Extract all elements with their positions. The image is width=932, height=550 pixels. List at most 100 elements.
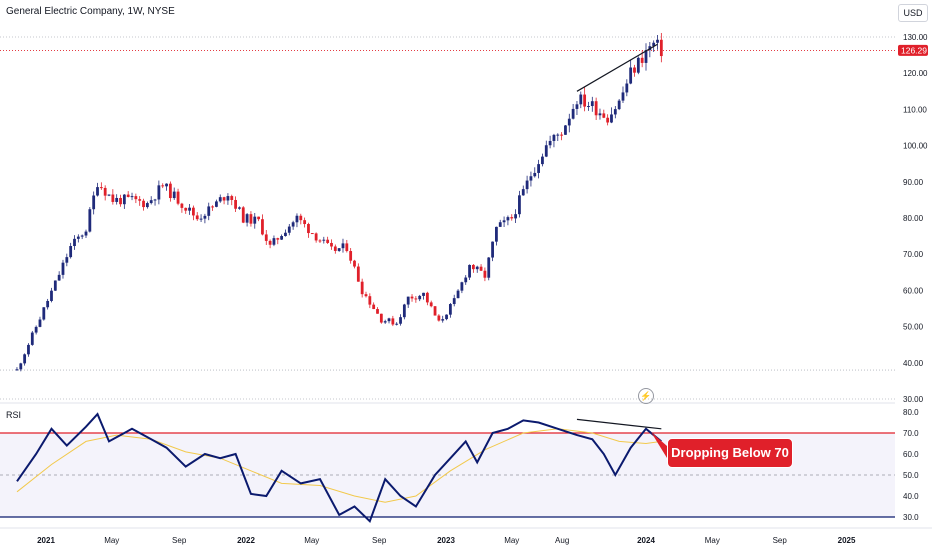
candle-body <box>410 296 414 299</box>
candle-body <box>195 215 199 220</box>
rsi-tick-label: 30.0 <box>903 513 919 522</box>
candle-body <box>399 317 402 324</box>
candle-body <box>27 344 30 355</box>
candle-body <box>61 262 65 275</box>
candle-body <box>379 313 383 323</box>
candle-body <box>502 220 506 223</box>
candle-body <box>126 194 130 197</box>
candle-body <box>230 196 234 200</box>
candle-body <box>19 363 23 370</box>
time-tick-label: May <box>705 536 720 545</box>
time-tick-label: Sep <box>172 536 187 545</box>
candle-body <box>625 83 629 93</box>
candle-body <box>188 207 191 211</box>
candle-body <box>587 106 590 108</box>
candle-body <box>422 292 425 296</box>
candle-body <box>537 164 541 173</box>
candle-body <box>460 282 464 291</box>
candle-body <box>111 194 115 202</box>
candle-body <box>590 101 594 107</box>
reference-lines <box>0 36 895 400</box>
candle-body <box>203 215 207 219</box>
candle-body <box>46 300 50 308</box>
candle-body <box>88 209 92 232</box>
candle-body <box>441 319 445 321</box>
candle-body <box>391 318 395 325</box>
candle-body <box>326 239 330 243</box>
price-tick-label: 100.00 <box>903 142 928 151</box>
candle-body <box>368 296 372 305</box>
candle-body <box>640 57 644 63</box>
price-tick-label: 120.00 <box>903 69 928 78</box>
time-tick-label: Sep <box>773 536 788 545</box>
lightning-icon[interactable]: ⚡ <box>638 388 654 404</box>
candle-body <box>521 189 525 196</box>
price-tick-label: 130.00 <box>903 33 928 42</box>
candle-body <box>226 196 230 201</box>
candle-body <box>644 50 648 63</box>
price-trendline <box>576 43 658 92</box>
candle-body <box>165 183 168 187</box>
time-tick-label: 2022 <box>237 536 255 545</box>
rsi-ma-line <box>16 428 662 503</box>
currency-button[interactable]: USD <box>898 4 928 22</box>
candle-body <box>633 67 636 73</box>
candle-body <box>42 307 46 320</box>
candle-body <box>157 185 161 200</box>
candle-body <box>184 207 188 211</box>
candle-body <box>487 257 491 278</box>
candle-body <box>333 246 337 251</box>
candle-body <box>238 207 241 209</box>
last-price-label: 126.29 <box>901 45 927 55</box>
candle-body <box>261 219 264 235</box>
rsi-tick-label: 50.0 <box>903 471 919 480</box>
candle-body <box>264 234 268 241</box>
time-tick-label: May <box>104 536 119 545</box>
candle-body <box>180 203 184 208</box>
candle-body <box>402 304 406 318</box>
chart-title: General Electric Company, 1W, NYSE <box>6 6 175 17</box>
time-tick-label: May <box>504 536 519 545</box>
price-tick-label: 70.00 <box>903 250 924 259</box>
candle-body <box>364 294 368 297</box>
candle-body <box>314 233 318 241</box>
time-tick-label: Sep <box>372 536 387 545</box>
candle-body <box>372 304 376 310</box>
candle-body <box>452 298 456 305</box>
candle-body <box>659 39 663 57</box>
candle-body <box>84 231 88 236</box>
candle-body <box>122 194 126 205</box>
candle-body <box>475 266 479 270</box>
last-price-badge: 126.29 <box>898 44 928 56</box>
candle-body <box>583 94 587 107</box>
candle-body <box>414 298 418 300</box>
candle-body <box>145 203 149 208</box>
candle-body <box>234 199 237 209</box>
candle-body <box>341 243 345 249</box>
candle-body <box>610 114 613 123</box>
candle-body <box>552 134 556 141</box>
price-tick-label: 110.00 <box>903 105 927 114</box>
candle-body <box>544 145 548 157</box>
candle-body <box>483 270 487 278</box>
candle-body <box>80 235 84 237</box>
candle-body <box>142 200 145 208</box>
candle-body <box>30 332 34 345</box>
candle-body <box>310 233 314 235</box>
candle-body <box>636 57 640 73</box>
candle-body <box>621 92 625 101</box>
rsi-tick-label: 70.0 <box>903 429 919 438</box>
candle-body <box>479 266 483 271</box>
candle-body <box>345 243 349 252</box>
candle-body <box>613 109 617 115</box>
candle-body <box>560 134 564 136</box>
rsi-panel-label: RSI <box>6 410 22 420</box>
candle-body <box>445 314 448 320</box>
candle-body <box>575 104 579 109</box>
candle-body <box>330 242 333 247</box>
rsi-tick-label: 40.0 <box>903 492 919 501</box>
rsi-axis-right: 30.0 40.0 50.0 60.0 70.0 80.0 <box>903 408 919 522</box>
candle-body <box>456 290 460 299</box>
candle-body <box>107 194 111 196</box>
candle-body <box>191 207 195 216</box>
